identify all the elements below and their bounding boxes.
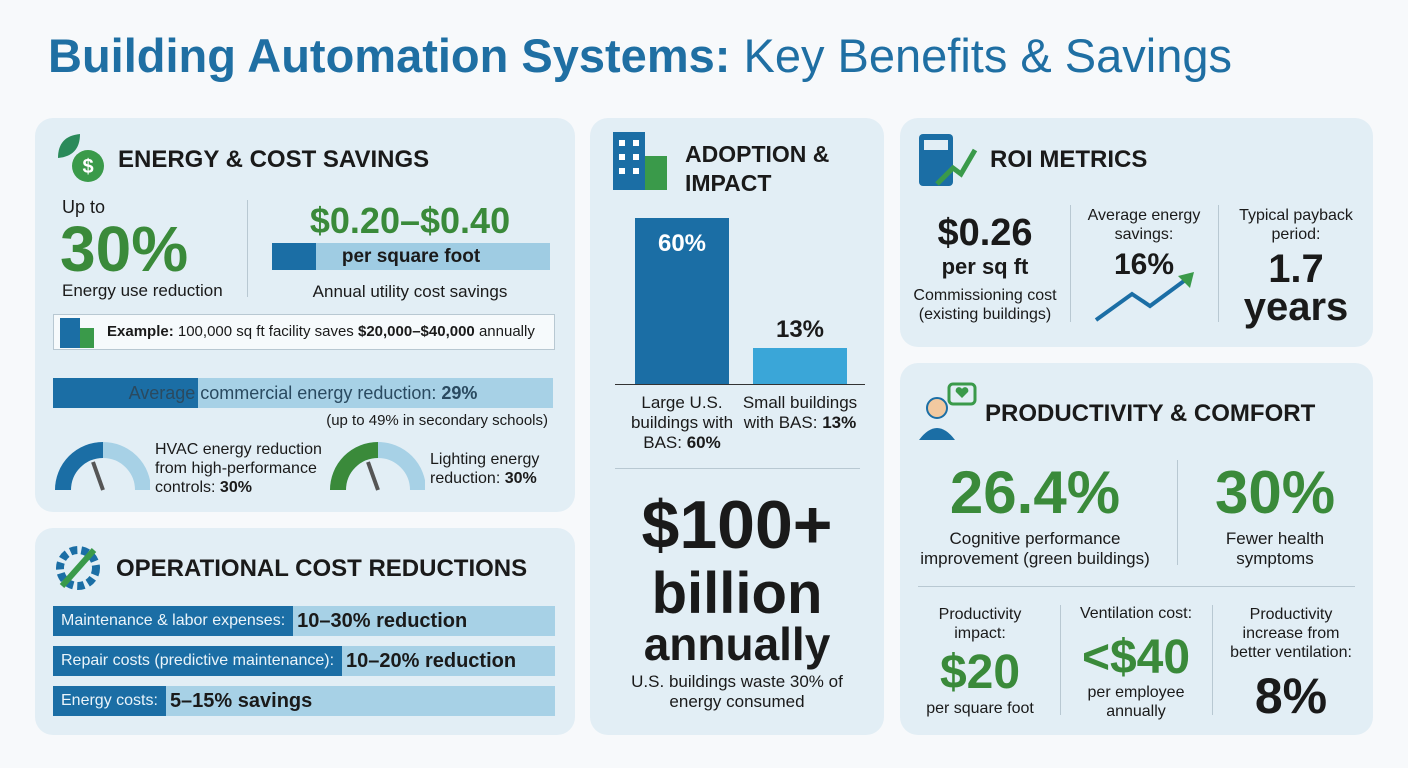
average-bar-track: Average commercial energy reduction: 29%: [53, 378, 553, 408]
lighting-text: Lighting energy reduction:: [430, 451, 540, 487]
roi-panel: [900, 118, 1373, 347]
example: Example: 100,000 sq ft facility saves $2…: [107, 323, 535, 340]
building-icon: [60, 318, 94, 348]
percent: 30%: [60, 213, 189, 285]
bar-label: 60%: [657, 229, 707, 257]
energy-icon: $: [58, 134, 104, 182]
title: Building Automation Systems: Key Benefit…: [48, 28, 1232, 83]
bar: [635, 217, 729, 384]
up-to: Up to: [62, 197, 106, 217]
gauge: [330, 442, 425, 491]
average-label: Average commercial energy reduction:: [128, 383, 437, 403]
divider: [1212, 605, 1213, 715]
svg-text:$: $: [82, 156, 93, 178]
roi-cost-label: Commissioning cost (existing buildings): [913, 287, 1057, 323]
waste-unit: billion: [651, 561, 823, 626]
bar-caption: Small buildings with BAS: 13%: [738, 393, 862, 433]
productivity-title: PRODUCTIVITY & COMFORT: [985, 400, 1316, 427]
example-text: 100,000 sq ft facility saves: [177, 323, 354, 340]
cost-row: Maintenance & labor expenses: 10–30% redu…: [53, 606, 555, 636]
divider: [1060, 605, 1061, 715]
cost-value: 5–15% savings: [169, 689, 313, 712]
bar: [753, 347, 847, 384]
divider: [1218, 205, 1219, 322]
hvac: HVAC energy reduction from high-performa…: [155, 440, 330, 497]
roi-title: ROI METRICS: [990, 146, 1148, 173]
gear-icon: [56, 546, 100, 590]
range-label: Annual utility cost savings: [312, 282, 508, 301]
example-label: Example:: [107, 323, 174, 340]
energy-title: ENERGY & COST SAVINGS: [118, 146, 430, 173]
increase: 8%: [1254, 668, 1328, 724]
example-box: [53, 314, 555, 350]
gauge: [55, 442, 150, 491]
impact-unit: per square foot: [926, 700, 1034, 717]
lighting-value: 30%: [504, 470, 537, 487]
hvac-text: HVAC energy reduction from high-performa…: [155, 441, 322, 496]
caption-text: Large U.S. buildings with BAS:: [630, 393, 734, 452]
example-text: annually: [478, 323, 535, 340]
increase-label: Productivity increase from better ventil…: [1230, 606, 1352, 661]
vent-unit: per employee annually: [1087, 684, 1185, 720]
roi-payback: 1.7 years: [1243, 247, 1349, 329]
cost-value: 10–30% reduction: [297, 609, 468, 632]
bar-label: 13%: [775, 315, 825, 343]
cost-label: Repair costs (predictive maintenance):: [53, 646, 343, 676]
impact-label: Productivity impact:: [938, 606, 1022, 642]
average-value: 29%: [441, 383, 478, 403]
cognitive-label: Cognitive performance improvement (green…: [920, 529, 1150, 568]
vent: <$40: [1081, 631, 1191, 684]
roi-payback-label: Typical payback period:: [1239, 207, 1353, 243]
caption-text: Small buildings with BAS:: [742, 393, 858, 432]
productivity-panel: [900, 363, 1373, 735]
impact: $20: [939, 646, 1021, 699]
cost-row: Energy costs: 5–15% savings: [53, 686, 555, 716]
example-amount: $20,000–$40,000: [357, 323, 475, 340]
vent-label: Ventilation cost:: [1079, 605, 1193, 622]
building-icon: [613, 132, 667, 190]
percent-label: Energy use reduction: [62, 281, 223, 300]
roi-cost-unit: per sq ft: [941, 254, 1029, 279]
person-icon: [919, 382, 977, 440]
caption-value: 13%: [822, 413, 857, 432]
range-bar: [272, 243, 550, 270]
average-bar: [53, 378, 198, 408]
divider: [247, 200, 248, 297]
adoption-title: ADOPTION & IMPACT: [685, 141, 830, 196]
cost-value: 10–20% reduction: [346, 649, 517, 672]
caption-value: 60%: [686, 433, 721, 452]
calculator-icon: [919, 134, 978, 186]
average-note: (up to 49% in secondary schools): [326, 412, 548, 429]
cost-label: Maintenance & labor expenses:: [53, 606, 294, 636]
cost-label: Energy costs:: [53, 686, 166, 716]
axis-line: [615, 384, 865, 385]
divider: [918, 586, 1355, 587]
bar-caption: Large U.S. buildings with BAS: 60%: [620, 393, 744, 453]
roi-savings: 16%: [1113, 248, 1175, 281]
health-label: Fewer health symptoms: [1225, 529, 1325, 568]
average-text: Average commercial energy reduction: 29%: [53, 383, 553, 404]
roi-savings-label: Average energy savings:: [1087, 207, 1201, 243]
waste-amount: $100+: [641, 487, 833, 563]
title-rest: Key Benefits & Savings: [743, 29, 1233, 82]
hvac-value: 30%: [219, 479, 252, 496]
roi-cost: $0.26: [937, 212, 1033, 254]
waste-period: annually: [643, 618, 831, 670]
range: $0.20–$0.40: [309, 200, 511, 241]
range-unit: per square foot: [341, 246, 481, 267]
lighting: Lighting energy reduction: 30%: [430, 450, 555, 488]
cognitive: 26.4%: [949, 459, 1121, 526]
title-bold: Building Automation Systems:: [48, 29, 731, 82]
cost-row: Repair costs (predictive maintenance): 10…: [53, 646, 555, 676]
divider: [1177, 460, 1178, 565]
operational-title: OPERATIONAL COST REDUCTIONS: [116, 555, 528, 582]
waste-text: U.S. buildings waste 30% of energy consu…: [631, 672, 843, 711]
trend-icon: [1094, 272, 1194, 322]
divider: [1070, 205, 1071, 322]
divider: [615, 468, 860, 469]
health: 30%: [1214, 459, 1336, 526]
